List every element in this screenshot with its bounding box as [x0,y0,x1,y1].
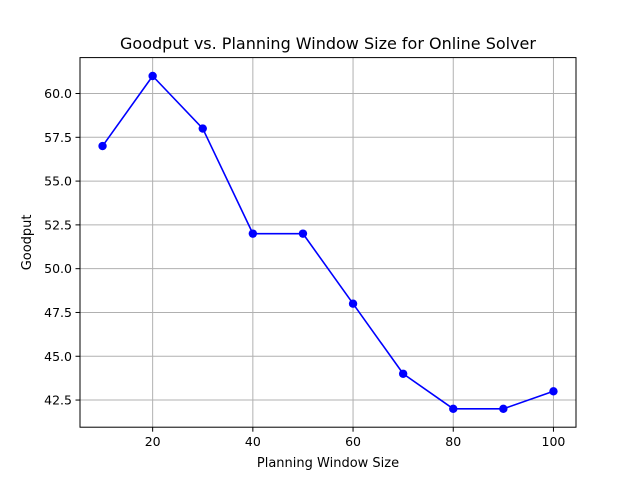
data-series [98,71,558,414]
data-point [298,229,308,238]
axis-ticks: 20 40 60 80 100 42.5 45.0 47.5 50.0 52.5 55.0 57.5 6… [44,86,565,449]
data-point [499,404,508,414]
y-tick-label: 57.5 [44,130,72,145]
data-point [549,387,558,396]
y-tick-label: 47.5 [44,305,72,320]
data-point [148,71,157,81]
x-tick-label: 100 [542,434,566,449]
data-point [198,124,207,133]
x-tick-label: 80 [445,434,461,449]
plot-area-frame [79,57,577,428]
grid [80,57,576,428]
y-tick-label: 50.0 [44,261,72,276]
x-tick-label: 60 [345,434,361,449]
chart-title: Goodput vs. Planning Window Size for Onl… [120,34,536,53]
data-point [248,229,258,238]
data-point [449,404,458,414]
x-tick-label: 40 [245,434,261,449]
y-tick-label: 45.0 [44,349,72,364]
x-axis-label: Planning Window Size [257,456,399,471]
series-line [101,75,554,410]
data-point [398,369,408,378]
y-tick-label: 60.0 [44,86,72,101]
y-axis-label: Goodput [20,214,35,270]
data-point [348,299,358,308]
y-tick-label: 42.5 [44,393,72,408]
x-tick-label: 20 [145,434,161,449]
data-point [98,141,107,151]
y-tick-label: 52.5 [44,217,72,232]
y-tick-label: 55.0 [44,174,72,189]
